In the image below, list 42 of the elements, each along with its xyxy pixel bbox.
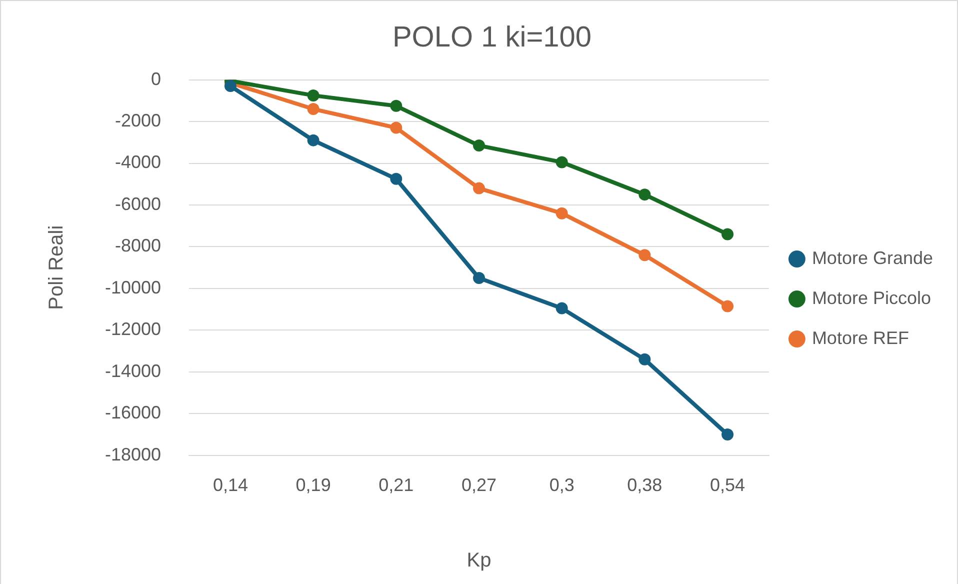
point [307,89,320,102]
x-axis-title: Kp [466,550,492,572]
y-tick-label: -12000 [104,319,162,340]
point [472,272,485,284]
point [638,353,651,366]
point [556,302,568,314]
chart-title: POLO 1 ki=100 [392,21,592,54]
y-tick-label: -2000 [115,110,162,130]
y-tick-label: -4000 [115,152,162,172]
y-tick-label: -6000 [115,194,162,214]
point [390,172,402,185]
point [556,207,568,220]
point [472,140,485,152]
y-tick-label: -14000 [104,360,162,381]
point [307,103,320,116]
y-tick-label: -16000 [104,402,162,423]
x-tick-label: 0,21 [378,475,414,496]
x-tick-label: 0,38 [627,475,662,496]
x-tick-label: 0,19 [296,475,331,496]
point [556,156,568,168]
legend-label: Motore REF [812,328,909,348]
y-tick-label: 0 [151,68,162,89]
y-tick-label: -8000 [115,236,162,256]
point [722,428,734,441]
legend-label: Motore Piccolo [812,288,931,308]
x-tick-label: 0,14 [212,475,248,496]
point [638,188,651,201]
y-tick-label: -10000 [104,277,162,298]
point [722,300,734,312]
y-axis-title: Poli Reali [46,225,68,310]
x-tick-label: 0,3 [549,475,574,496]
point [722,228,734,240]
point [307,134,320,146]
point [224,80,236,92]
point [638,249,651,262]
legend-label: Motore Grande [812,248,933,268]
point [472,182,485,194]
y-tick-label: -18000 [104,444,162,464]
x-tick-label: 0,54 [710,475,746,496]
point [390,122,402,134]
x-tick-label: 0,27 [461,475,497,496]
point [390,100,402,112]
